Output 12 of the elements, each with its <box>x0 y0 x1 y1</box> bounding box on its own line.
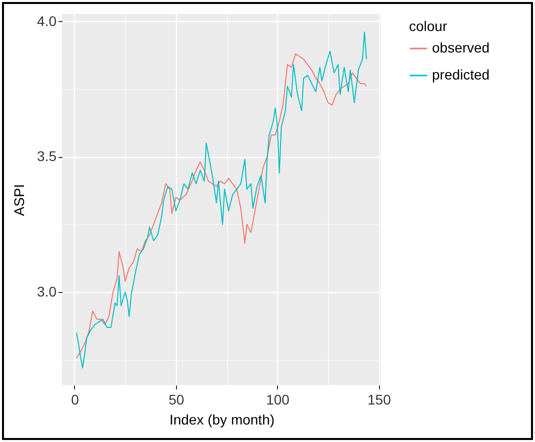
y-tick-label: 4.0 <box>37 12 57 29</box>
y-axis-title: ASPI <box>11 184 28 216</box>
x-tick-label: 0 <box>71 392 80 408</box>
y-tick-label: 3.5 <box>37 148 57 164</box>
legend-title: colour <box>409 18 448 34</box>
x-axis-title: Index (by month) <box>169 412 275 428</box>
x-tick-label: 100 <box>266 392 290 408</box>
legend-label: observed <box>432 40 490 56</box>
y-tick-label: 3.0 <box>37 284 57 300</box>
legend-label: predicted <box>432 66 490 82</box>
x-tick-label: 150 <box>367 392 392 408</box>
x-tick-label: 50 <box>168 392 184 408</box>
